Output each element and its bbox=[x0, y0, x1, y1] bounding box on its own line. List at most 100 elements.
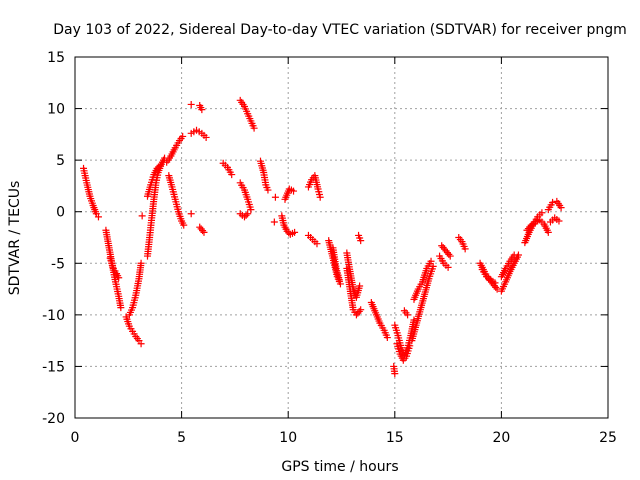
data-point-interp bbox=[346, 283, 354, 291]
data-point-interp bbox=[438, 257, 446, 265]
data-point-interp bbox=[171, 193, 179, 201]
data-point-interp bbox=[509, 261, 517, 269]
grid-lines bbox=[75, 57, 608, 418]
data-point-interp bbox=[109, 262, 117, 270]
data-point-interp bbox=[246, 203, 254, 211]
x-tick-label: 10 bbox=[279, 430, 297, 446]
data-point bbox=[271, 193, 279, 201]
data-point-interp bbox=[88, 199, 96, 207]
data-point-interp bbox=[420, 292, 428, 300]
data-point-interp bbox=[246, 115, 254, 123]
chart-title: Day 103 of 2022, Sidereal Day-to-day VTE… bbox=[53, 22, 627, 38]
data-point-interp bbox=[174, 205, 182, 213]
data-point-interp bbox=[242, 211, 250, 219]
data-point-interp bbox=[355, 284, 363, 292]
data-point-interp bbox=[127, 306, 135, 314]
x-axis-label: GPS time / hours bbox=[281, 459, 398, 475]
data-point-interp bbox=[481, 270, 489, 278]
data-point-interp bbox=[311, 238, 319, 246]
data-point-interp bbox=[422, 267, 430, 275]
x-tick-label: 15 bbox=[386, 430, 404, 446]
y-tick-label: -15 bbox=[42, 359, 65, 375]
data-point-interp bbox=[375, 317, 383, 325]
data-point-interp bbox=[416, 308, 424, 316]
data-point-interp bbox=[382, 331, 390, 339]
data-point-interp bbox=[221, 161, 229, 169]
data-point bbox=[138, 212, 146, 220]
data-point-interp bbox=[412, 323, 420, 331]
y-tick-label: 10 bbox=[47, 102, 65, 118]
data-point-interp bbox=[395, 347, 403, 355]
data-point-interp bbox=[393, 329, 401, 337]
data-point-interp bbox=[354, 309, 362, 317]
data-point-interp bbox=[279, 219, 287, 227]
data-point-interp bbox=[335, 274, 343, 282]
data-point-interp bbox=[116, 301, 124, 309]
y-tick-label: 5 bbox=[56, 153, 65, 169]
x-tick-label: 20 bbox=[492, 430, 510, 446]
data-point-interp bbox=[307, 178, 315, 186]
data-point-interp bbox=[426, 260, 434, 268]
data-point-interp bbox=[553, 215, 561, 223]
data-point bbox=[137, 340, 145, 348]
data-point-interp bbox=[314, 183, 322, 191]
data-point-interp bbox=[332, 262, 340, 270]
data-point-interp bbox=[443, 249, 451, 257]
data-point bbox=[94, 213, 102, 221]
y-tick-label: 15 bbox=[47, 50, 65, 66]
data-point-interp bbox=[152, 166, 160, 174]
data-point-interp bbox=[351, 308, 359, 316]
y-tick-label: 0 bbox=[56, 205, 65, 221]
data-point bbox=[156, 161, 164, 169]
data-point-interp bbox=[556, 202, 564, 210]
data-point-interp bbox=[177, 215, 185, 223]
data-point-interp bbox=[505, 260, 513, 268]
data-point-interp bbox=[501, 267, 509, 275]
data-point-interp bbox=[485, 274, 493, 282]
y-tick-label: -10 bbox=[42, 308, 65, 324]
data-point-interp bbox=[538, 218, 546, 226]
data-point-interp bbox=[146, 183, 154, 191]
data-point-interp bbox=[282, 225, 290, 233]
data-point-interp bbox=[114, 272, 122, 280]
data-point-interp bbox=[489, 277, 497, 285]
data-point-interp bbox=[239, 100, 247, 108]
data-point-interp bbox=[249, 122, 257, 130]
data-point-interp bbox=[195, 128, 203, 136]
data-point-interp bbox=[547, 201, 555, 209]
data-point-interp bbox=[424, 277, 432, 285]
data-point-interp bbox=[402, 309, 410, 317]
data-point-interp bbox=[170, 146, 178, 154]
x-tick-label: 25 bbox=[599, 430, 617, 446]
data-point-interp bbox=[92, 208, 100, 216]
data-point-interp bbox=[543, 226, 551, 234]
data-point bbox=[244, 210, 252, 218]
data-point-interp bbox=[524, 230, 532, 238]
data-point-interp bbox=[135, 277, 143, 285]
data-point-interp bbox=[371, 307, 379, 315]
data-point-interp bbox=[105, 242, 113, 250]
data-point-interp bbox=[199, 227, 207, 235]
data-point-interp bbox=[125, 320, 133, 328]
data-point-interp bbox=[505, 270, 513, 278]
axis-ticks: 0 5 10 15 20 25 -20 -15 -10 -5 0 5 10 15 bbox=[42, 50, 617, 446]
data-point bbox=[187, 210, 195, 218]
data-point-interp bbox=[111, 275, 119, 283]
data-point-interp bbox=[137, 261, 145, 269]
data-point-interp bbox=[405, 344, 413, 352]
data-point-interp bbox=[315, 191, 323, 199]
data-point-interp bbox=[82, 176, 90, 184]
data-point-interp bbox=[174, 139, 182, 147]
data-point-interp bbox=[501, 280, 509, 288]
data-point-interp bbox=[439, 243, 447, 251]
data-point-interp bbox=[197, 225, 205, 233]
y-tick-label: -20 bbox=[42, 411, 65, 427]
data-point bbox=[270, 218, 278, 226]
data-point-interp bbox=[155, 163, 163, 171]
data-point-interp bbox=[177, 134, 185, 142]
data-point-interp bbox=[445, 250, 453, 258]
data-point-interp bbox=[526, 223, 534, 231]
data-point-interp bbox=[509, 253, 517, 261]
data-point-interp bbox=[417, 280, 425, 288]
